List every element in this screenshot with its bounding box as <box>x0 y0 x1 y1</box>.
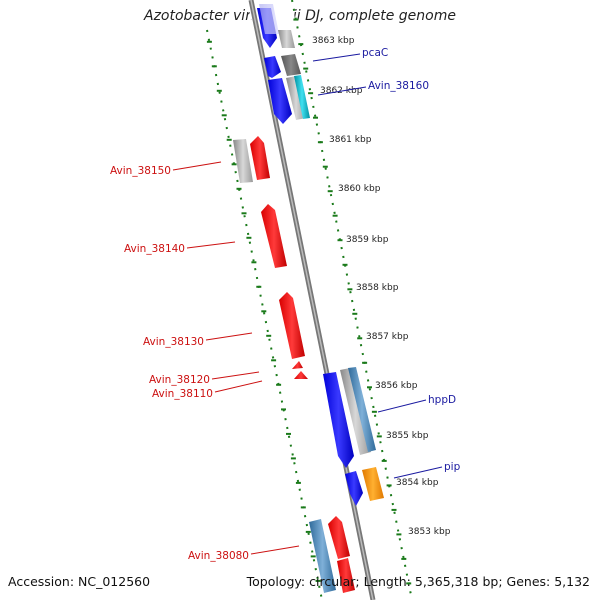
label-leader <box>317 86 367 96</box>
kbp-label: 3863 kbp <box>312 36 355 46</box>
gene-feature <box>348 367 376 452</box>
gene-feature <box>250 136 270 180</box>
label-leader <box>205 332 253 341</box>
gene-label-avin-38150[interactable]: Avin_38150 <box>110 165 171 177</box>
kbp-label: 3854 kbp <box>396 478 439 488</box>
gene-label-hppd[interactable]: hppD <box>428 394 456 406</box>
gene-label-avin-38130[interactable]: Avin_38130 <box>143 336 204 348</box>
gene-feature <box>294 371 308 379</box>
kbp-label: 3860 kbp <box>338 184 381 194</box>
gene-label-pip[interactable]: pip <box>444 461 461 473</box>
gene-feature <box>261 204 287 268</box>
gene-label-pcac[interactable]: pcaC <box>362 47 388 59</box>
tick-marks <box>206 18 412 585</box>
kbp-label: 3859 kbp <box>346 235 389 245</box>
label-leader <box>211 371 260 380</box>
gene-label-avin-38160[interactable]: Avin_38160 <box>368 80 429 92</box>
gene-feature <box>268 78 292 124</box>
label-leader <box>172 161 222 171</box>
gene-feature <box>279 292 305 359</box>
kbp-label: 3855 kbp <box>386 431 429 441</box>
gene-label-avin-38110[interactable]: Avin_38110 <box>152 388 213 400</box>
gene-feature <box>292 361 303 369</box>
gene-feature <box>337 558 355 593</box>
kbp-label: 3853 kbp <box>408 527 451 537</box>
kbp-label: 3861 kbp <box>329 135 372 145</box>
label-leader <box>377 399 427 413</box>
gene-feature <box>294 75 310 119</box>
forward-features <box>257 4 384 593</box>
label-leader <box>393 466 443 479</box>
left-gene-labels: Avin_38150 Avin_38140 Avin_38130 Avin_38… <box>110 161 300 562</box>
gene-feature <box>281 54 301 76</box>
label-leader <box>250 545 300 555</box>
genome-backbone-highlight <box>250 0 374 600</box>
label-leader <box>214 380 263 393</box>
gene-feature <box>264 56 281 78</box>
gene-label-avin-38120[interactable]: Avin_38120 <box>149 374 210 386</box>
gene-feature <box>323 372 354 468</box>
gene-feature <box>362 467 384 501</box>
gene-feature <box>233 139 253 183</box>
accession-info: Accession: NC_012560 <box>8 574 151 589</box>
gene-label-avin-38140[interactable]: Avin_38140 <box>124 243 185 255</box>
right-gene-labels: pcaC Avin_38160 hppD pip <box>312 47 461 479</box>
map-title: Azotobacter vinelandii DJ, complete geno… <box>144 8 456 24</box>
kbp-label: 3858 kbp <box>356 283 399 293</box>
gene-feature <box>340 368 371 455</box>
topology-info: Topology: circular; Length: 5,365,318 bp… <box>246 574 590 589</box>
label-leader <box>312 53 361 62</box>
gene-label-avin-38080[interactable]: Avin_38080 <box>188 550 249 562</box>
kbp-label: 3856 kbp <box>375 381 418 391</box>
label-leader <box>186 241 236 249</box>
gene-feature <box>259 4 279 34</box>
gene-feature <box>309 519 336 593</box>
gene-feature <box>345 471 363 506</box>
kbp-label: 3857 kbp <box>366 332 409 342</box>
gene-feature <box>278 30 295 48</box>
gene-feature <box>328 516 350 559</box>
reverse-features <box>233 136 355 593</box>
